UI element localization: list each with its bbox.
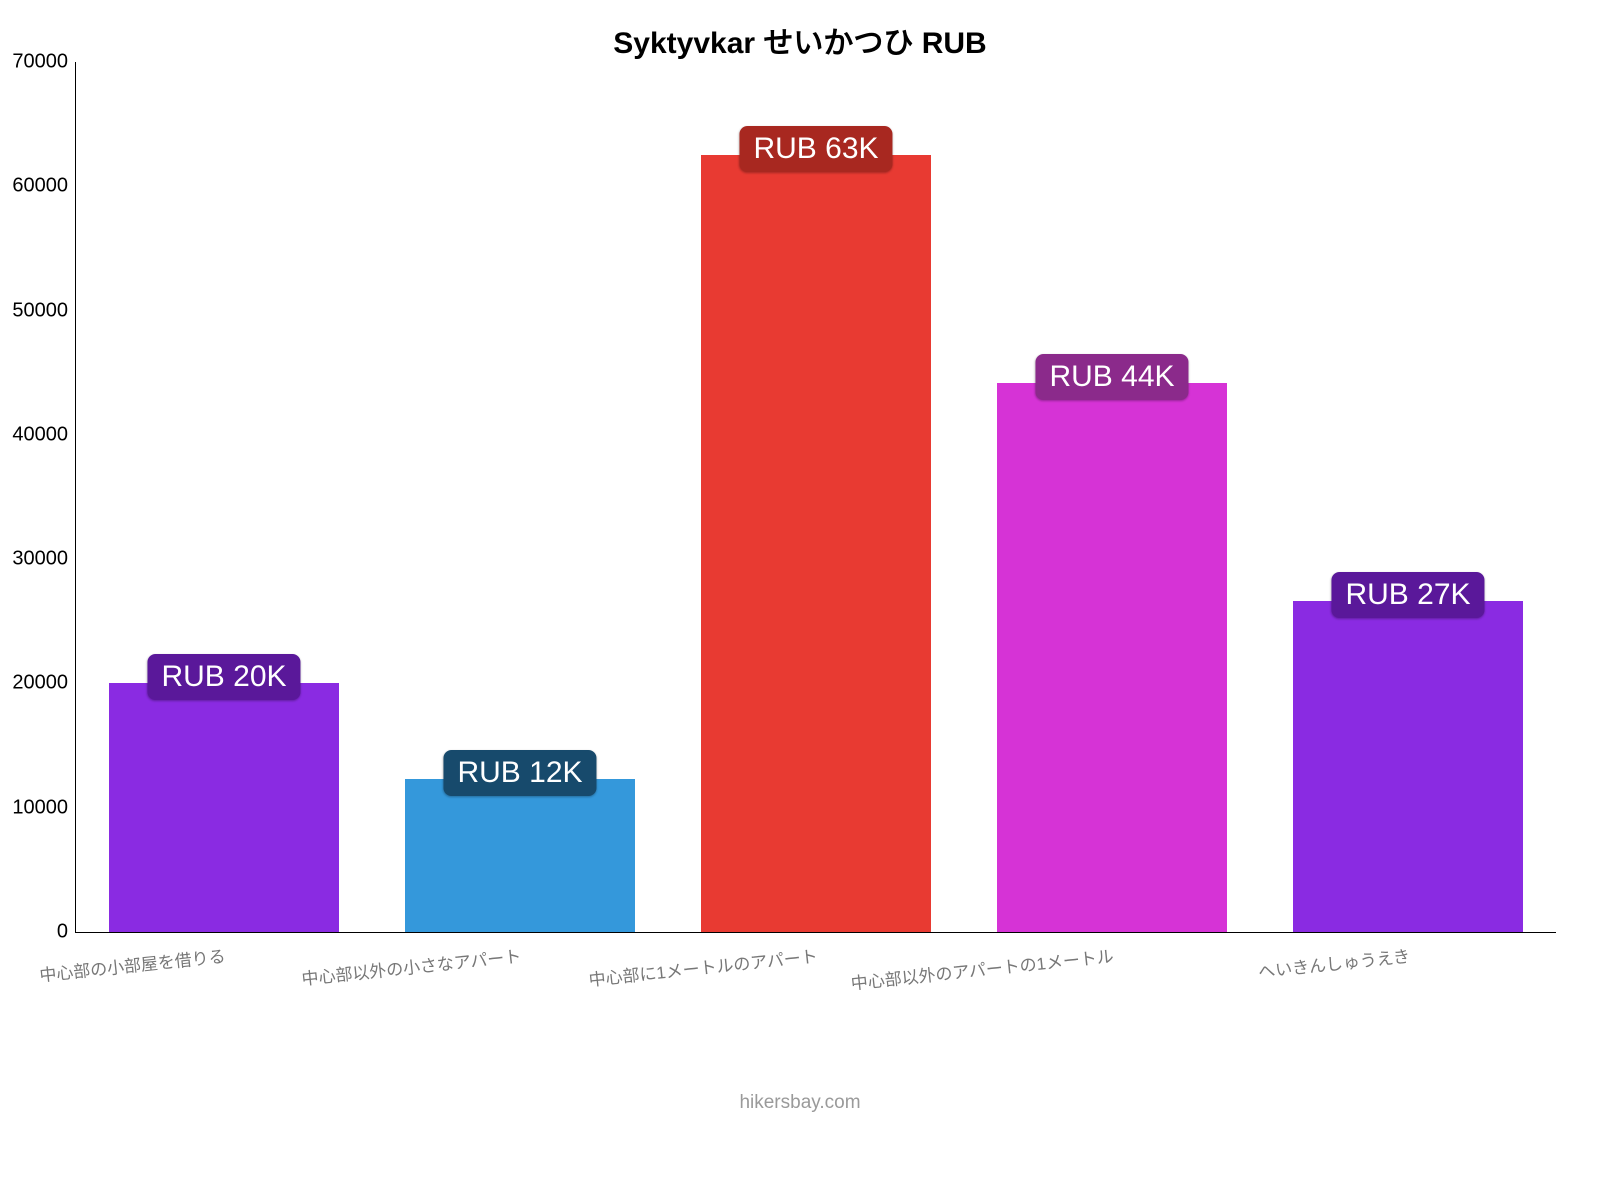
x-tick-label: 中心部に1メートルのアパート	[587, 942, 818, 991]
y-tick-label: 30000	[12, 548, 76, 571]
value-badge: RUB 27K	[1331, 572, 1484, 618]
value-badge: RUB 44K	[1035, 354, 1188, 400]
y-tick-label: 10000	[12, 796, 76, 819]
value-badge: RUB 12K	[443, 750, 596, 796]
value-badge: RUB 63K	[739, 126, 892, 172]
bar	[405, 779, 636, 932]
y-tick-label: 20000	[12, 672, 76, 695]
y-tick-label: 50000	[12, 299, 76, 322]
chart-container: Syktyvkar せいかつひ RUB 01000020000300004000…	[0, 0, 1600, 1200]
y-tick-label: 0	[57, 921, 76, 944]
y-tick-label: 70000	[12, 51, 76, 74]
y-tick-label: 40000	[12, 423, 76, 446]
chart-footer: hikersbay.com	[0, 1092, 1600, 1114]
x-tick-label: 中心部の小部屋を借りる	[38, 942, 227, 986]
plot-area: 010000200003000040000500006000070000RUB …	[75, 62, 1556, 933]
bar	[109, 683, 340, 932]
x-tick-label: 中心部以外のアパートの1メートル	[849, 942, 1114, 994]
x-tick-label: へいきんしゅうえき	[1256, 942, 1410, 983]
y-tick-label: 60000	[12, 175, 76, 198]
bar	[1293, 601, 1524, 932]
chart-title: Syktyvkar せいかつひ RUB	[0, 18, 1600, 62]
bar	[997, 383, 1228, 932]
value-badge: RUB 20K	[147, 654, 300, 700]
bar	[701, 155, 932, 932]
x-tick-label: 中心部以外の小さなアパート	[301, 942, 523, 990]
